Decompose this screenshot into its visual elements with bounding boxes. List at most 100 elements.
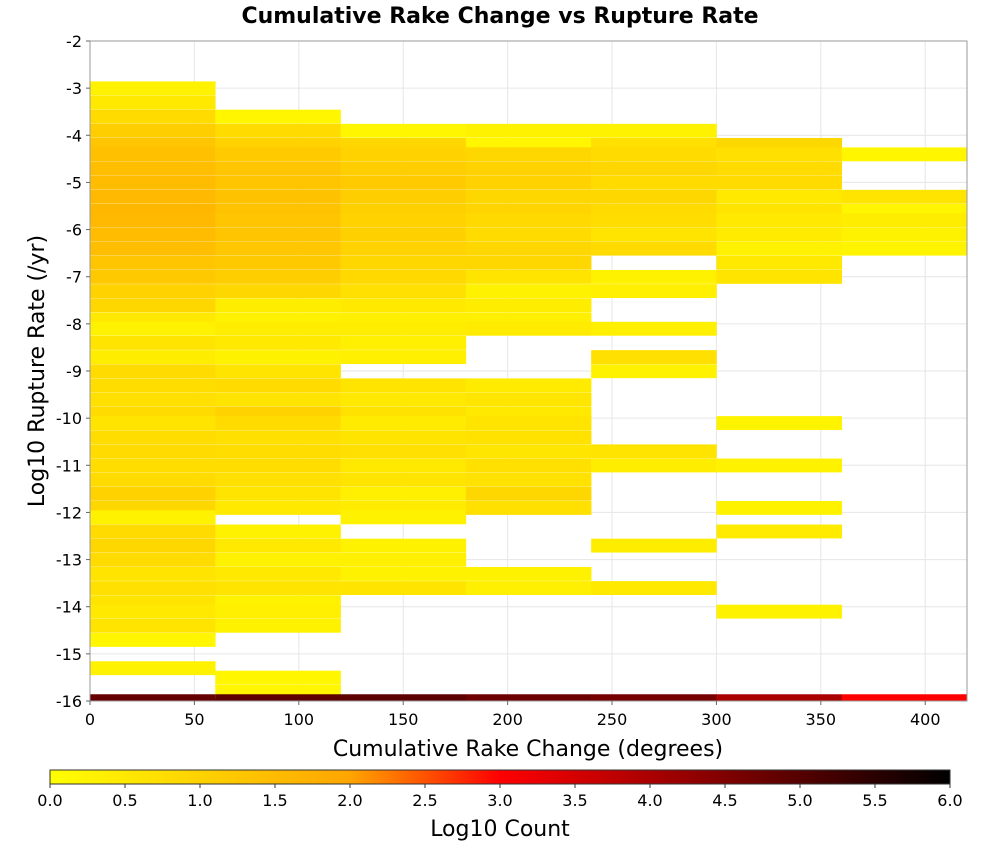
y-tick-label: -3 (66, 79, 82, 98)
heatmap-cell (90, 175, 216, 190)
heatmap-cell (215, 213, 341, 228)
heatmap-cell (90, 538, 216, 553)
x-tick-label: 50 (184, 710, 204, 729)
heatmap-cell (215, 123, 341, 138)
heatmap-cell (90, 392, 216, 407)
heatmap-cell (90, 255, 216, 270)
heatmap-cell (591, 350, 717, 364)
heatmap-cell (841, 694, 968, 702)
y-tick-label: -16 (56, 692, 82, 711)
heatmap-cell (90, 109, 216, 124)
heatmap-cell (340, 416, 467, 430)
heatmap-cell (465, 566, 592, 581)
heatmap-cell (465, 161, 592, 176)
heatmap-cell (465, 298, 592, 313)
heatmap-cell (340, 175, 467, 190)
heatmap-cell (716, 161, 843, 176)
heatmap-cell (340, 378, 467, 393)
heatmap-cell (716, 213, 843, 228)
colorbar-tick-label: 3.5 (562, 791, 587, 810)
heatmap-cell (215, 430, 341, 445)
y-tick-label: -11 (56, 456, 82, 475)
heatmap-cell (591, 284, 717, 298)
heatmap-cell (591, 364, 717, 379)
heatmap-cell (716, 500, 843, 515)
y-axis-ticks: -16 -15 -14 -13 -12 -11 -10 -9 -8 -7 -6 -5 -4 -3 -2 (56, 32, 90, 711)
heatmap-cell (841, 241, 968, 256)
heatmap-cell (215, 581, 341, 595)
heatmap-cell (90, 227, 216, 242)
heatmap-cell (90, 430, 216, 445)
heatmap-cell (90, 123, 216, 138)
heatmap-cell (90, 321, 216, 336)
heatmap-cell (340, 298, 467, 313)
x-tick-label: 100 (284, 710, 315, 729)
heatmap-cell (465, 321, 592, 336)
heatmap-cell (90, 284, 216, 298)
heatmap-cell (465, 123, 592, 138)
colorbar-tick-label: 4.5 (712, 791, 737, 810)
heatmap-cell (465, 430, 592, 445)
heatmap-cell (340, 552, 467, 567)
heatmap-cell (340, 255, 467, 270)
heatmap-cell (465, 416, 592, 430)
heatmap-cell (841, 189, 968, 204)
x-tick-label: 0 (85, 710, 95, 729)
heatmap-cell (591, 123, 717, 138)
heatmap-cell (215, 392, 341, 407)
heatmap-cell (340, 284, 467, 298)
heatmap-cell (340, 392, 467, 407)
heatmap-cell (90, 604, 216, 619)
heatmap-cell (215, 147, 341, 162)
heatmap-cell (465, 269, 592, 284)
heatmap-cell (340, 581, 467, 595)
heatmap-cell (465, 581, 592, 595)
x-tick-label: 150 (388, 710, 419, 729)
heatmap-cell (90, 510, 216, 525)
heatmap-cell (340, 444, 467, 459)
colorbar-tick-label: 2.5 (412, 791, 437, 810)
x-axis-label: Cumulative Rake Change (degrees) (333, 737, 723, 762)
heatmap-cell (90, 552, 216, 567)
y-tick-label: -2 (66, 32, 82, 51)
heatmap-cell (716, 147, 843, 162)
heatmap-cell (340, 335, 467, 350)
colorbar-tick-label: 0.5 (112, 791, 137, 810)
heatmap-cells (90, 81, 968, 702)
heatmap-cell (215, 227, 341, 242)
colorbar-tick-label: 2.0 (337, 791, 362, 810)
heatmap-cell (215, 618, 341, 633)
x-tick-label: 300 (701, 710, 732, 729)
heatmap-cell (841, 213, 968, 228)
heatmap-cell (90, 189, 216, 204)
heatmap-cell (716, 524, 843, 539)
heatmap-cell (465, 213, 592, 228)
colorbar-tick-label: 6.0 (937, 791, 962, 810)
heatmap-cell (591, 175, 717, 190)
heatmap-cell (340, 269, 467, 284)
heatmap-cell (90, 566, 216, 581)
heatmap-cell (465, 392, 592, 407)
heatmap-cell (340, 458, 467, 473)
heatmap-cell (215, 378, 341, 393)
heatmap-cell (591, 189, 717, 204)
heatmap-cell (591, 213, 717, 228)
heatmap-cell (716, 694, 843, 702)
heatmap-cell (465, 241, 592, 256)
colorbar-ticks: 0.0 0.5 1.0 1.5 2.0 2.5 3.0 3.5 4.0 4.5 5.0 5.5 6.0 (37, 784, 963, 810)
heatmap-cell (340, 227, 467, 242)
heatmap-cell (465, 472, 592, 487)
heatmap-cell (90, 472, 216, 487)
colorbar-tick-label: 3.0 (487, 791, 512, 810)
heatmap-cell (215, 364, 341, 379)
heatmap-cell (215, 694, 341, 702)
heatmap-cell (591, 321, 717, 336)
heatmap-cell (340, 123, 467, 138)
y-tick-label: -9 (66, 362, 82, 381)
heatmap-cell (215, 500, 341, 515)
heatmap-cell (716, 175, 843, 190)
y-tick-label: -7 (66, 268, 82, 287)
heatmap-cell (215, 269, 341, 284)
heatmap-cell (215, 321, 341, 336)
